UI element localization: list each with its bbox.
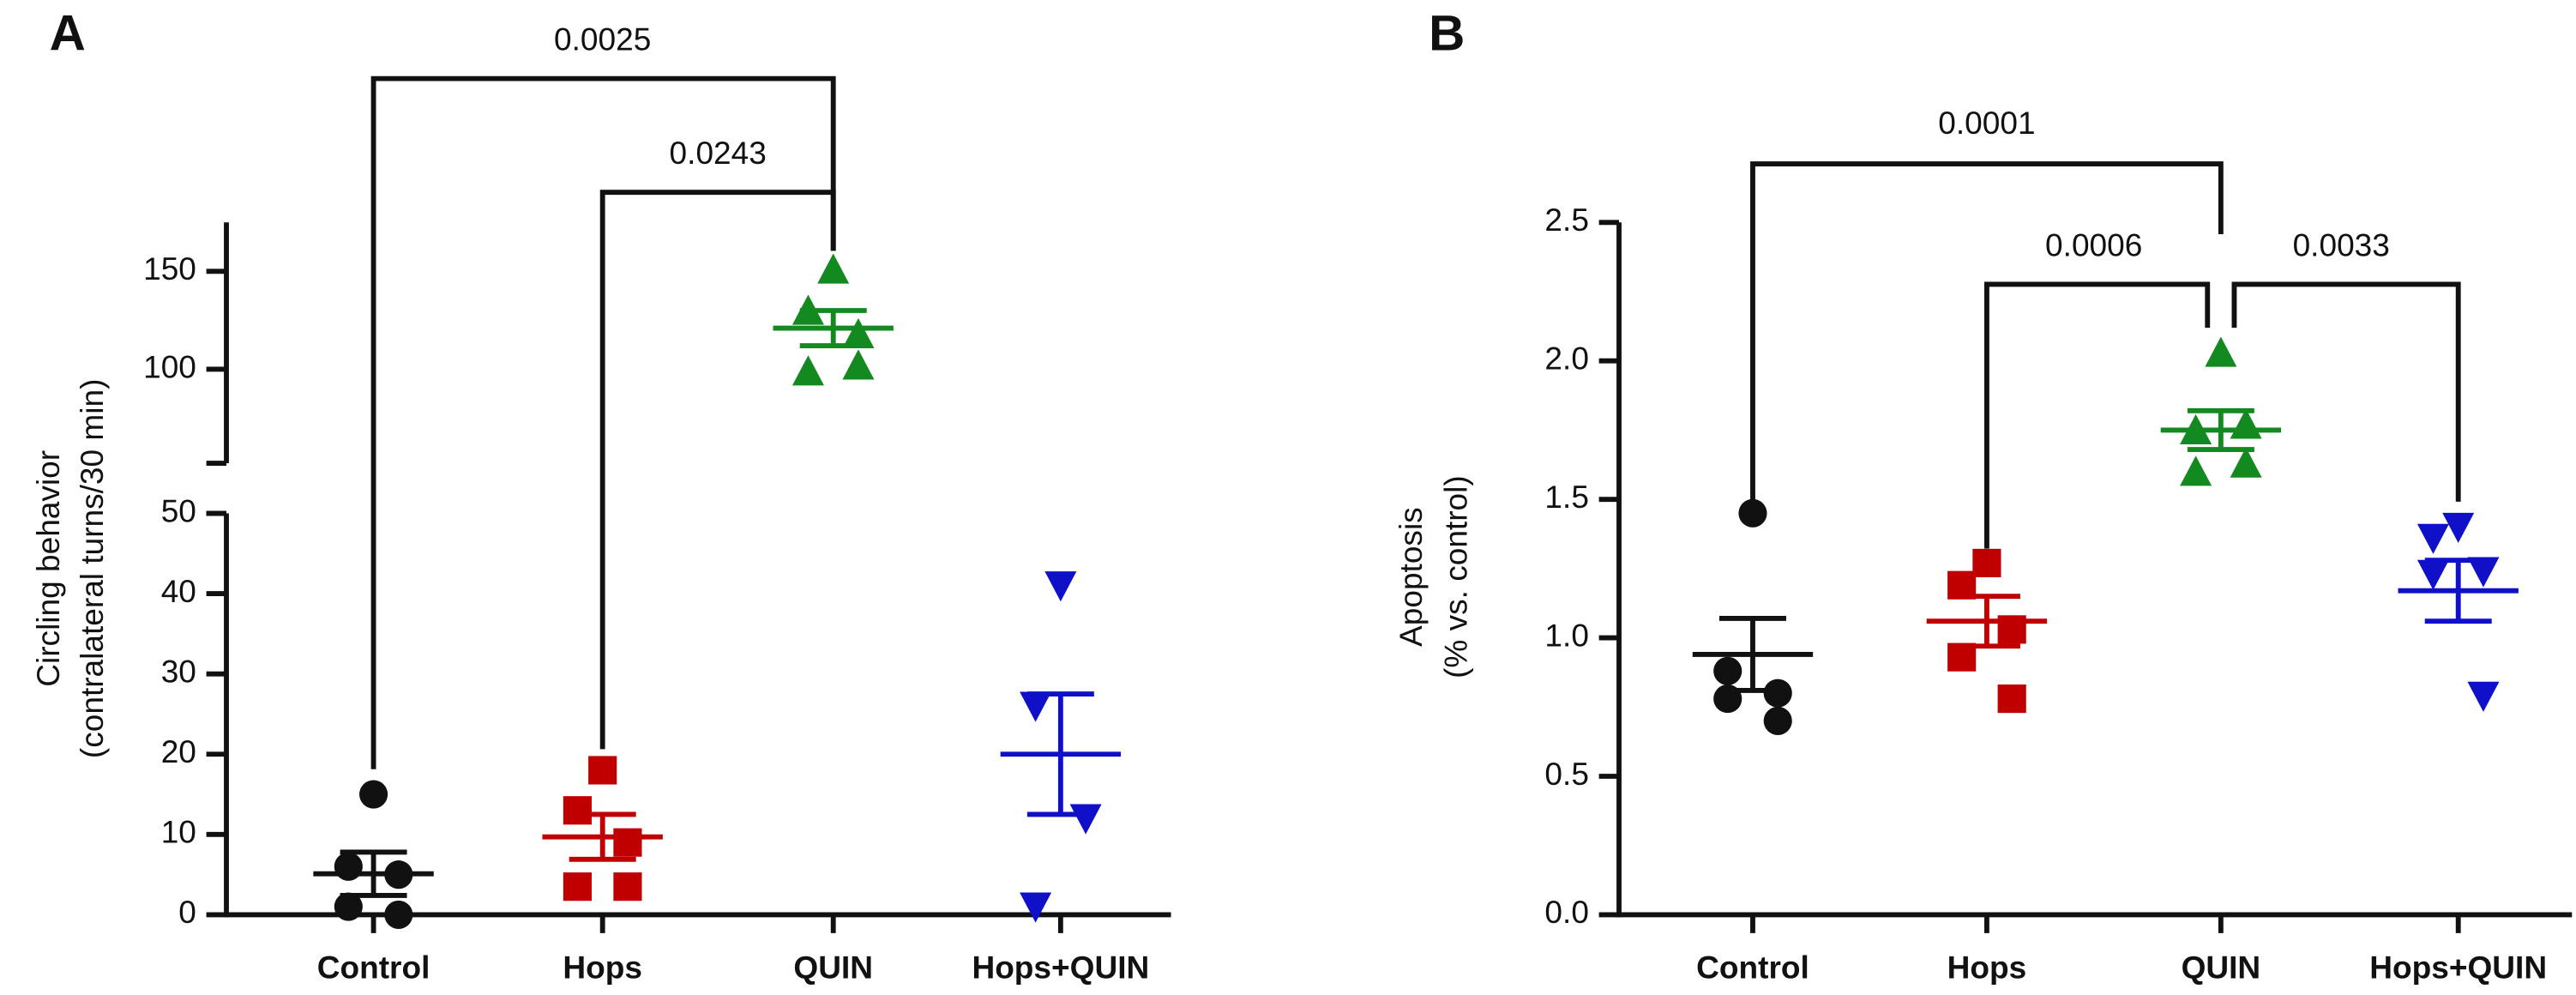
sem-error-bar <box>799 308 867 349</box>
y-tick-label: 30 <box>161 653 196 689</box>
p-value-label: 0.0006 <box>2045 226 2142 262</box>
sem-error-bar <box>1026 691 1094 817</box>
p-value-label: 0.0001 <box>1938 105 2035 141</box>
sem-error-bar <box>1953 594 2020 649</box>
x-tick-label: Hops <box>563 950 642 986</box>
sem-error-bar <box>569 811 636 862</box>
sem-error-bar <box>1718 616 1786 693</box>
x-tick-label: QUIN <box>2182 950 2261 986</box>
x-tick-label: Control <box>317 950 430 986</box>
data-point <box>563 796 592 825</box>
significance-bracket <box>2231 281 2461 502</box>
y-tick-label: 20 <box>161 733 196 769</box>
data-point <box>613 828 642 857</box>
sem-error-bar <box>2187 407 2254 452</box>
x-tick-label: Hops+QUIN <box>2369 950 2547 986</box>
y-axis-label: (contralateral turns/30 min) <box>74 379 110 758</box>
x-tick-label: Control <box>1696 950 1809 986</box>
y-tick-label: 10 <box>161 814 196 850</box>
data-point <box>1069 804 1102 835</box>
data-point <box>2442 512 2475 543</box>
sem-error-bar <box>340 849 407 898</box>
y-tick-label: 0 <box>178 894 196 930</box>
data-point <box>791 355 824 386</box>
y-tick-label: 1.0 <box>1544 617 1588 653</box>
data-point <box>1763 678 1792 708</box>
panel-label: A <box>50 5 86 61</box>
data-point <box>1713 656 1742 685</box>
data-point <box>613 872 642 902</box>
y-tick-label: 150 <box>143 250 196 286</box>
data-point <box>384 900 413 929</box>
y-tick-label: 0.0 <box>1544 894 1588 930</box>
y-tick-label: 100 <box>143 348 196 384</box>
data-point <box>563 872 592 902</box>
x-tick-label: Hops <box>1947 950 2027 986</box>
data-point <box>2230 447 2262 478</box>
data-point <box>1763 706 1792 735</box>
data-point <box>334 892 363 921</box>
x-tick-label: Hops+QUIN <box>972 950 1149 986</box>
significance-bracket <box>1984 281 2211 549</box>
sem-error-bar <box>2424 558 2492 624</box>
data-point <box>842 349 875 380</box>
p-value-label: 0.0033 <box>2293 226 2390 262</box>
y-axis-label: Apoptosis <box>1393 507 1429 647</box>
data-point <box>1044 571 1077 602</box>
data-point <box>2205 336 2237 367</box>
y-axis-label: Circling behavior <box>30 450 66 687</box>
significance-bracket <box>599 190 836 750</box>
x-tick-label: QUIN <box>793 950 873 986</box>
data-point <box>1020 691 1052 722</box>
y-tick-label: 0.5 <box>1544 756 1588 792</box>
significance-bracket <box>370 75 836 769</box>
data-point <box>2467 557 2500 588</box>
data-point <box>2417 559 2449 590</box>
data-point <box>1997 684 2026 714</box>
y-tick-label: 40 <box>161 573 196 609</box>
p-value-label: 0.0243 <box>670 135 767 171</box>
data-point <box>2467 681 2500 712</box>
significance-bracket <box>1750 161 2224 502</box>
data-point <box>2180 455 2212 486</box>
y-axis-label: (% vs. control) <box>1438 475 1474 678</box>
data-point <box>1020 892 1052 923</box>
data-point <box>817 253 850 284</box>
panel: B Apoptosis (% vs. control) 0.0 0.5 1.0 1.5 2.0… <box>1393 5 2573 986</box>
p-value-label: 0.0025 <box>554 21 651 57</box>
data-point <box>1972 548 2001 577</box>
y-tick-label: 1.5 <box>1544 479 1588 515</box>
data-point <box>2417 523 2449 554</box>
y-tick-label: 2.5 <box>1544 202 1588 238</box>
data-point <box>359 780 388 809</box>
y-tick-label: 2.0 <box>1544 341 1588 377</box>
data-point <box>1738 498 1767 528</box>
data-point <box>588 756 617 785</box>
panel: A Circling behavior (contralateral turns/3… <box>30 5 1171 986</box>
data-point <box>842 317 875 348</box>
panel-label: B <box>1429 5 1465 61</box>
y-tick-label: 50 <box>161 492 196 528</box>
data-point <box>334 852 363 881</box>
